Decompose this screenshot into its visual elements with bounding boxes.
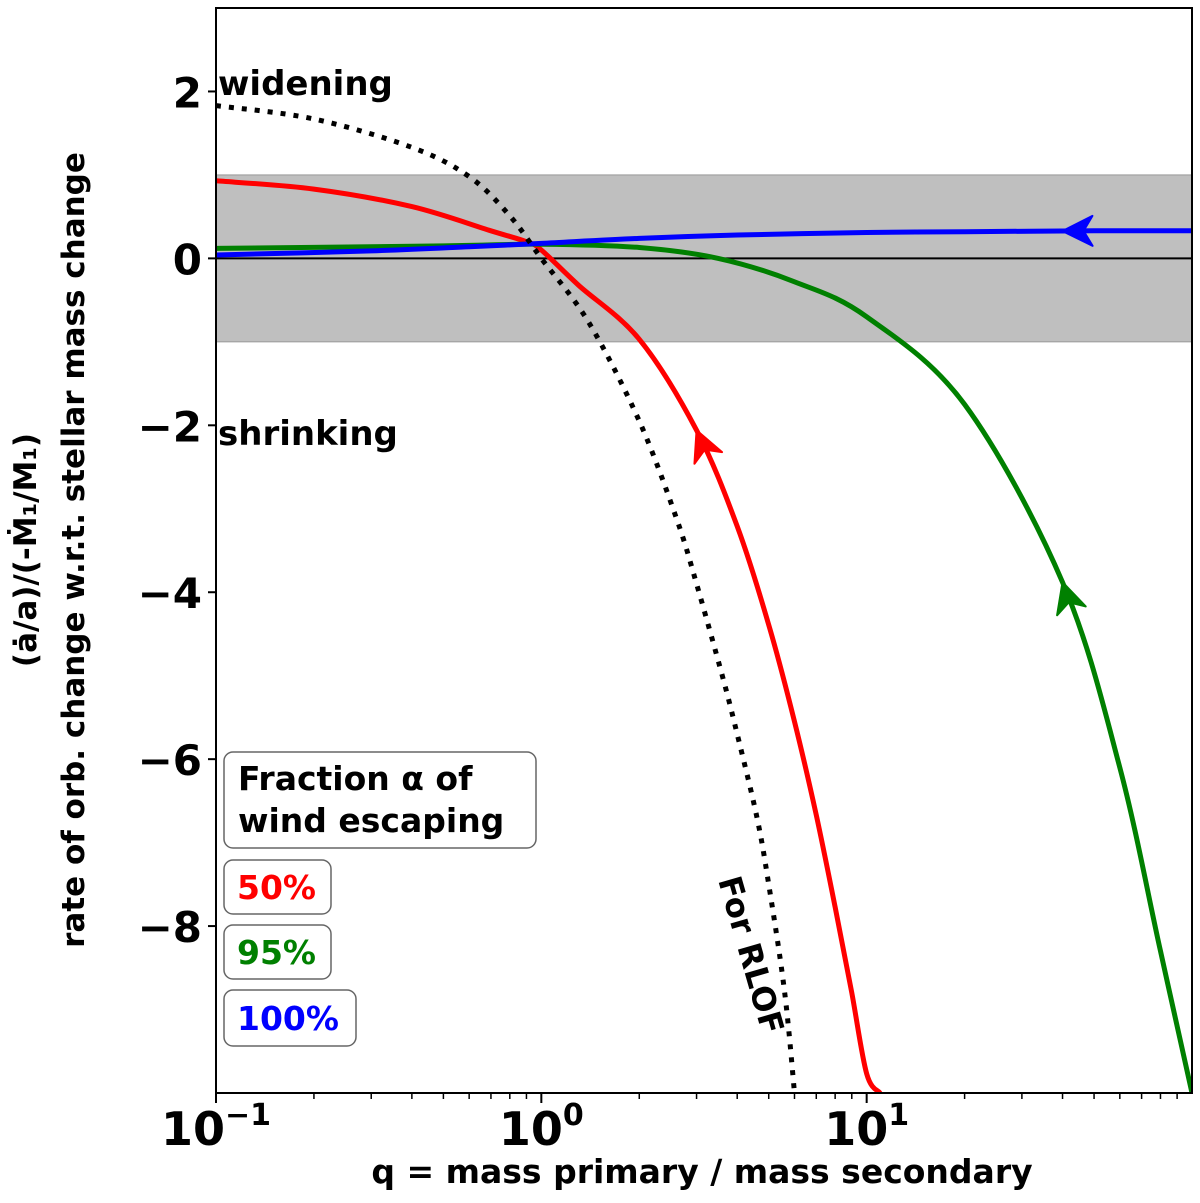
x-axis-label: q = mass primary / mass secondary	[371, 1152, 1032, 1191]
legend-box-50	[223, 859, 332, 915]
legend-entry-95: 95%	[237, 933, 316, 972]
legend-entry-100: 100%	[237, 999, 339, 1038]
legend-box-100	[223, 989, 357, 1047]
plot-frame	[215, 7, 1193, 1094]
y-tick-label: −2	[138, 402, 202, 451]
y-tick-label: −4	[138, 569, 202, 618]
legend-box-95	[223, 924, 332, 980]
legend: Fraction α of wind escaping 50% 95% 100%	[223, 751, 537, 1047]
series-line-rlof	[216, 103, 797, 1093]
series-line-95pct	[216, 241, 1192, 1093]
series-arrow-50pct	[693, 429, 724, 465]
y-tick-label: −6	[138, 736, 202, 785]
x-tick-label: 100	[499, 1098, 584, 1156]
y-axis-label-line1: rate of orb. change w.r.t. stellar mass …	[56, 152, 92, 948]
y-tick-label: −8	[138, 903, 202, 952]
widening-label: widening	[218, 64, 393, 104]
y-tick-label: 0	[173, 235, 202, 284]
arrow-layer	[693, 214, 1094, 617]
legend-title-box	[223, 751, 537, 849]
axes-layer: 2 0 −2 −4 −6 −8 10−1 100 101	[138, 7, 1193, 1156]
series-line-100pct	[216, 228, 1192, 258]
legend-title-line1: Fraction α of	[238, 759, 473, 798]
legend-title-line2: wind escaping	[238, 801, 504, 840]
x-tick-label: 10−1	[161, 1098, 271, 1156]
legend-entry-50: 50%	[237, 868, 316, 907]
x-tick-label: 101	[824, 1098, 909, 1156]
y-tick-label: 2	[173, 68, 202, 117]
shrinking-label: shrinking	[218, 414, 398, 454]
series-arrow-95pct	[1056, 581, 1087, 617]
y-axis-label-line2: (ȧ/a)/(-Ṁ₁/M₁)	[8, 433, 44, 667]
series-arrow-100pct	[1061, 214, 1094, 247]
